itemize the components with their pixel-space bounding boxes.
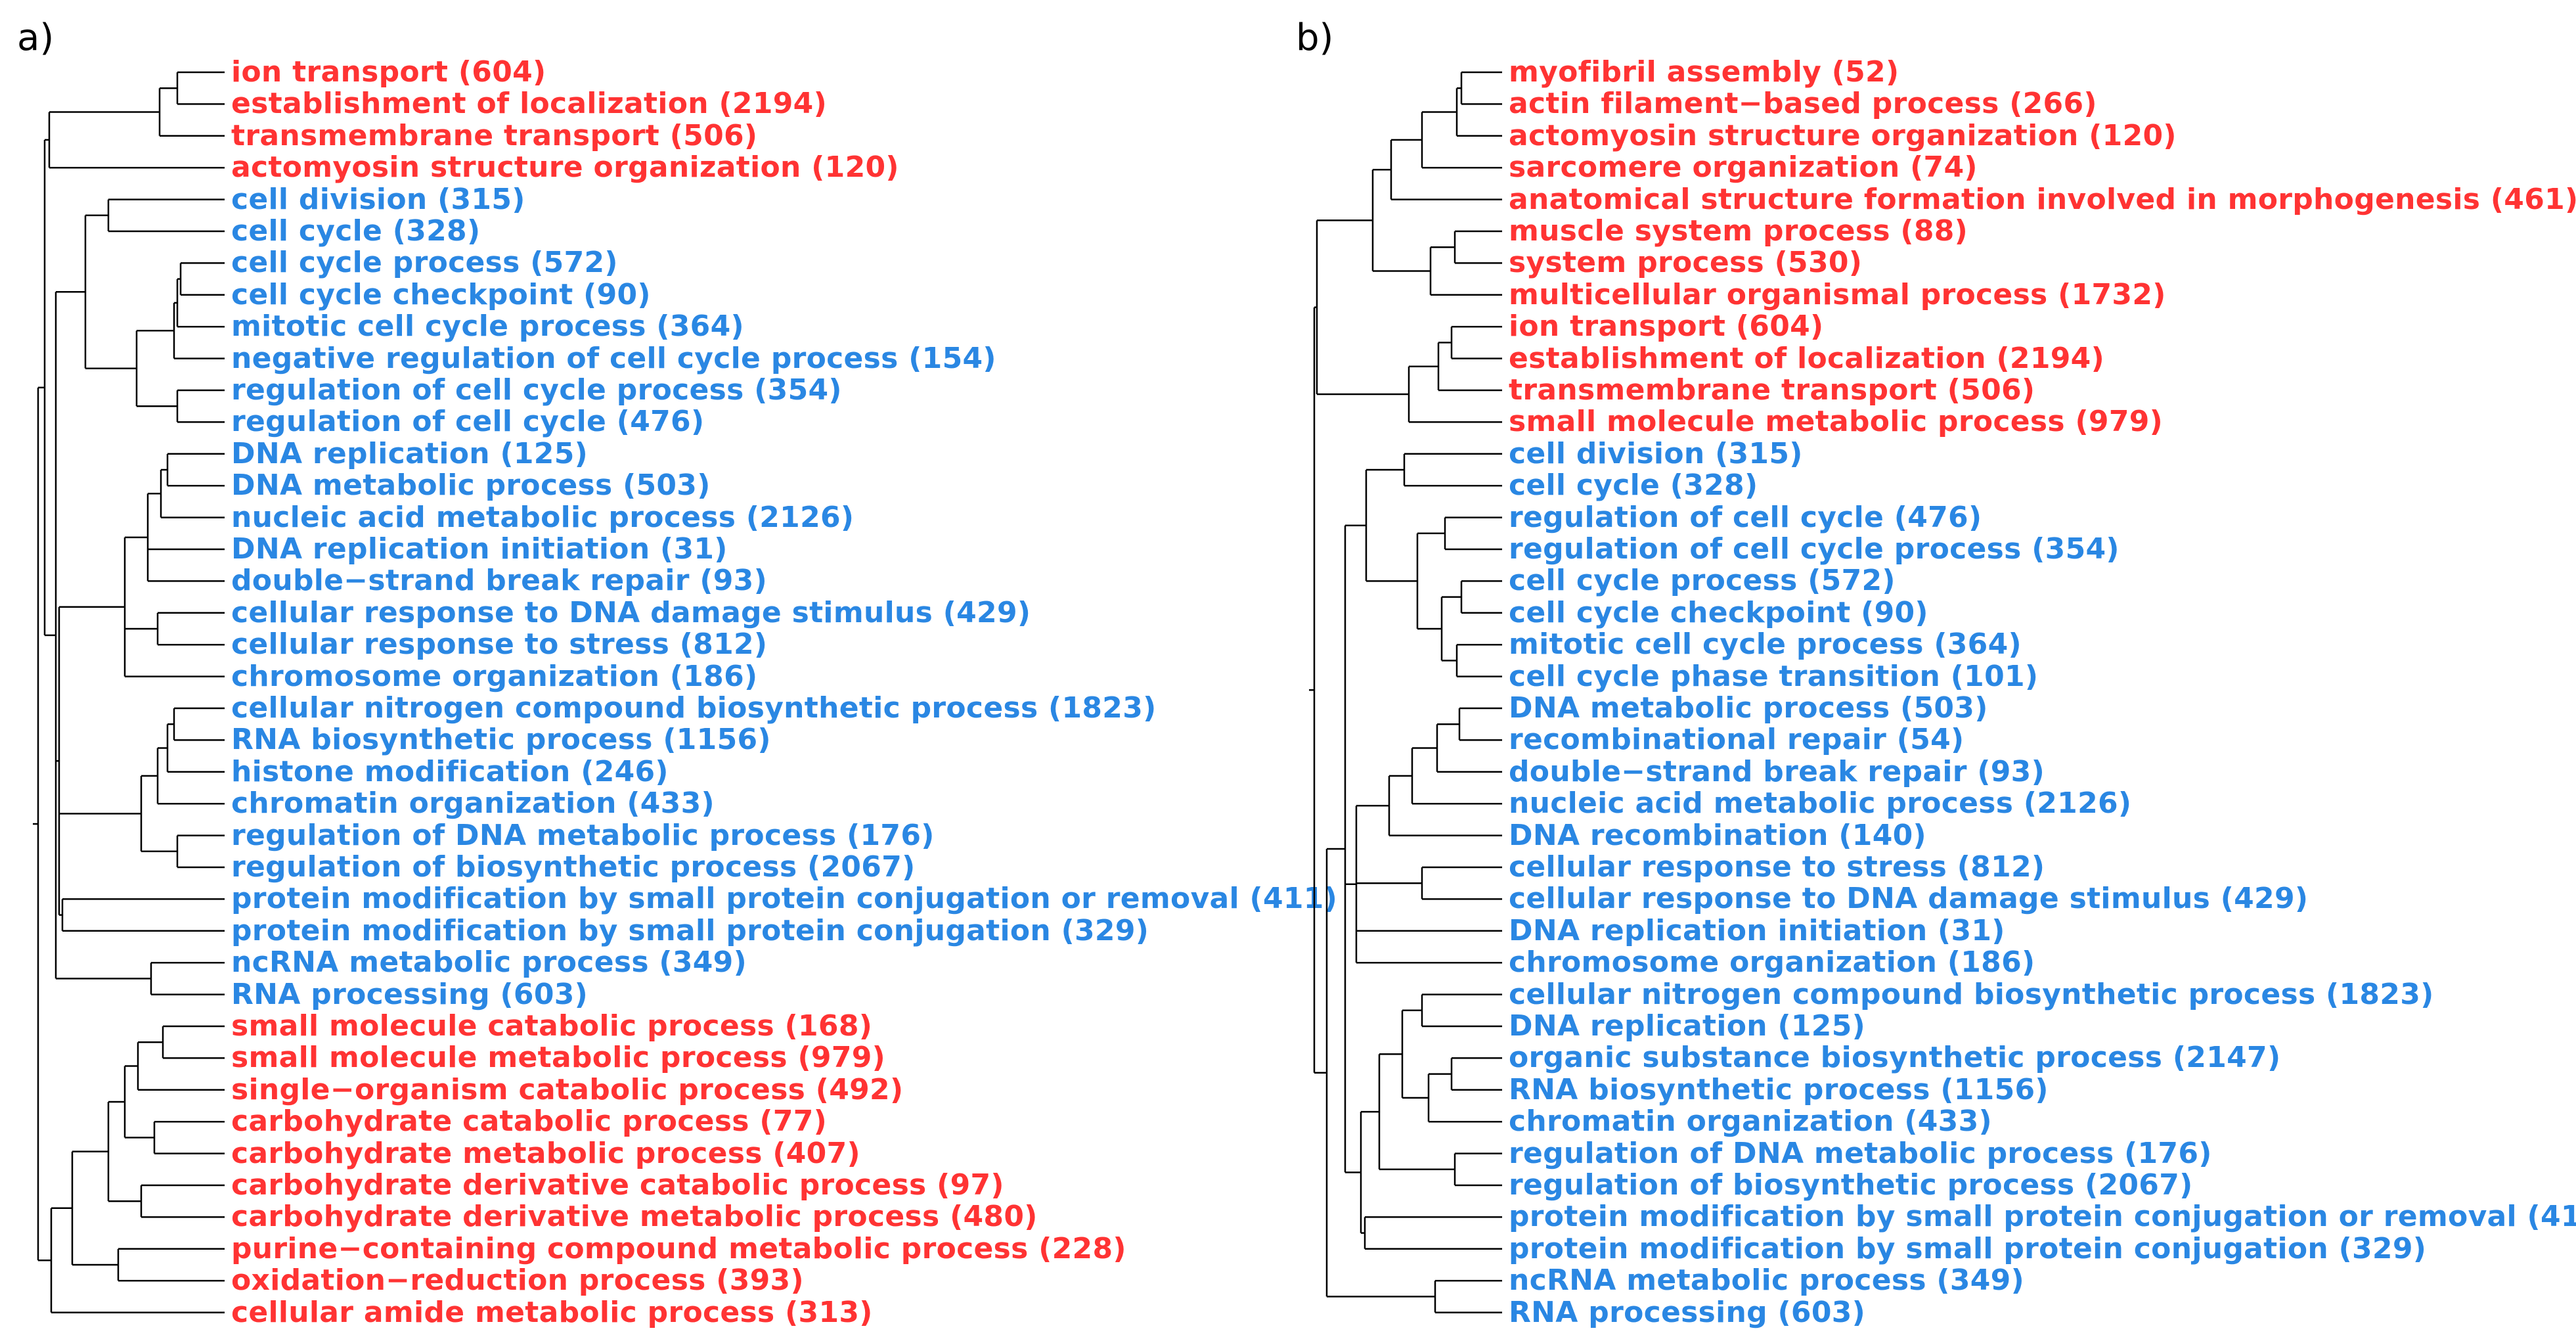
term-label: DNA replication (125) <box>1509 1009 1866 1043</box>
term-label: cell cycle (328) <box>1509 468 1758 503</box>
term-label: small molecule metabolic process (979) <box>231 1041 886 1075</box>
term-label: carbohydrate derivative catabolic proces… <box>231 1168 1004 1202</box>
term-label: RNA processing (603) <box>1509 1295 1866 1329</box>
term-label: RNA biosynthetic process (1156) <box>1509 1072 2049 1106</box>
term-label: chromatin organization (433) <box>231 786 715 821</box>
term-label: ncRNA metabolic process (349) <box>231 945 747 980</box>
term-label: single−organism catabolic process (492) <box>231 1072 904 1106</box>
term-label: nucleic acid metabolic process (2126) <box>231 500 855 534</box>
term-label: cell cycle process (572) <box>231 246 618 280</box>
term-label: transmembrane transport (506) <box>231 118 758 152</box>
term-label: regulation of DNA metabolic process (176… <box>231 818 935 852</box>
term-label: negative regulation of cell cycle proces… <box>231 341 996 375</box>
term-label: myofibril assembly (52) <box>1509 55 1899 89</box>
term-label: carbohydrate metabolic process (407) <box>231 1136 860 1170</box>
term-label: cellular amide metabolic process (313) <box>231 1295 873 1329</box>
term-label: carbohydrate catabolic process (77) <box>231 1104 828 1139</box>
term-label: DNA metabolic process (503) <box>1509 691 1988 725</box>
term-label: ion transport (604) <box>1509 309 1824 344</box>
term-label: cellular response to stress (812) <box>231 627 768 662</box>
term-label: actin filament−based process (266) <box>1509 87 2097 121</box>
panel-label-a: a) <box>17 16 55 59</box>
term-label: small molecule metabolic process (979) <box>1509 405 2164 439</box>
term-label: cellular response to stress (812) <box>1509 850 2045 884</box>
term-label: sarcomere organization (74) <box>1509 150 1978 185</box>
term-label: cell division (315) <box>1509 436 1803 470</box>
term-label: regulation of biosynthetic process (2067… <box>231 850 916 884</box>
term-label: purine−containing compound metabolic pro… <box>231 1231 1126 1265</box>
term-label: muscle system process (88) <box>1509 214 1968 248</box>
term-label: cell cycle checkpoint (90) <box>1509 595 1928 629</box>
dendrogram-panel-b: b) myofibril assembly (52) actin filament… <box>1287 0 2576 1341</box>
term-label: protein modification by small protein co… <box>231 913 1149 947</box>
term-label: chromosome organization (186) <box>1509 945 2035 980</box>
term-label: DNA metabolic process (503) <box>231 468 711 503</box>
term-label: cell cycle (328) <box>231 214 481 248</box>
term-label: regulation of cell cycle (476) <box>231 405 705 439</box>
term-label: recombinational repair (54) <box>1509 723 1965 757</box>
term-label: regulation of DNA metabolic process (176… <box>1509 1136 2212 1170</box>
term-label: chromosome organization (186) <box>231 659 758 693</box>
term-label: multicellular organismal process (1732) <box>1509 277 2166 311</box>
term-label: mitotic cell cycle process (364) <box>231 309 744 344</box>
term-label: double−strand break repair (93) <box>1509 754 2045 788</box>
dendrogram-panel-a: a) ion transport (604) establishment of l… <box>0 0 1337 1341</box>
term-label: DNA replication initiation (31) <box>1509 913 2005 947</box>
panel-label-b: b) <box>1296 16 1334 59</box>
term-label: protein modification by small protein co… <box>231 882 1338 916</box>
dendrogram-tree-a <box>33 71 225 1313</box>
term-label: actomyosin structure organization (120) <box>231 150 899 185</box>
term-label: cell division (315) <box>231 182 525 216</box>
term-label: cellular nitrogen compound biosynthetic … <box>1509 977 2434 1011</box>
term-label: establishment of localization (2194) <box>231 87 827 121</box>
term-label: cellular nitrogen compound biosynthetic … <box>231 691 1157 725</box>
term-label: regulation of biosynthetic process (2067… <box>1509 1168 2193 1202</box>
term-label: cellular response to DNA damage stimulus… <box>1509 882 2309 916</box>
term-label: cell cycle process (572) <box>1509 564 1896 598</box>
term-label: ion transport (604) <box>231 55 546 89</box>
term-label: DNA recombination (140) <box>1509 818 1926 852</box>
dendrogram-tree-b <box>1309 71 1502 1313</box>
term-label: ncRNA metabolic process (349) <box>1509 1263 2024 1298</box>
term-label: DNA replication initiation (31) <box>231 532 728 566</box>
term-label: oxidation−reduction process (393) <box>231 1263 804 1298</box>
term-label: cellular response to DNA damage stimulus… <box>231 595 1031 629</box>
term-label: protein modification by small protein co… <box>1509 1231 2427 1265</box>
term-label: carbohydrate derivative metabolic proces… <box>231 1200 1038 1234</box>
term-label: RNA biosynthetic process (1156) <box>231 723 771 757</box>
term-label: cell cycle phase transition (101) <box>1509 659 2039 693</box>
term-label: establishment of localization (2194) <box>1509 341 2104 375</box>
term-label: organic substance biosynthetic process (… <box>1509 1041 2281 1075</box>
term-label: actomyosin structure organization (120) <box>1509 118 2177 152</box>
term-label: histone modification (246) <box>231 754 669 788</box>
term-label: transmembrane transport (506) <box>1509 373 2035 407</box>
term-label: chromatin organization (433) <box>1509 1104 1992 1139</box>
term-label: double−strand break repair (93) <box>231 564 767 598</box>
term-label: regulation of cell cycle process (354) <box>231 373 842 407</box>
term-label: cell cycle checkpoint (90) <box>231 277 651 311</box>
term-label: regulation of cell cycle process (354) <box>1509 532 2120 566</box>
term-label: DNA replication (125) <box>231 436 588 470</box>
term-label: small molecule catabolic process (168) <box>231 1009 873 1043</box>
term-label: protein modification by small protein co… <box>1509 1200 2576 1234</box>
term-label: RNA processing (603) <box>231 977 588 1011</box>
term-label: system process (530) <box>1509 246 1863 280</box>
term-label: mitotic cell cycle process (364) <box>1509 627 2022 662</box>
term-label: nucleic acid metabolic process (2126) <box>1509 786 2132 821</box>
term-label: anatomical structure formation involved … <box>1509 182 2576 216</box>
term-label: regulation of cell cycle (476) <box>1509 500 1982 534</box>
